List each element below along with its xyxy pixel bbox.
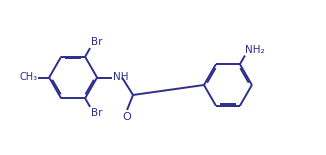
Text: NH: NH [112, 73, 128, 82]
Text: CH₃: CH₃ [19, 73, 37, 82]
Text: Br: Br [91, 108, 102, 118]
Text: NH₂: NH₂ [245, 45, 265, 55]
Text: O: O [122, 112, 131, 122]
Text: Br: Br [91, 37, 102, 47]
